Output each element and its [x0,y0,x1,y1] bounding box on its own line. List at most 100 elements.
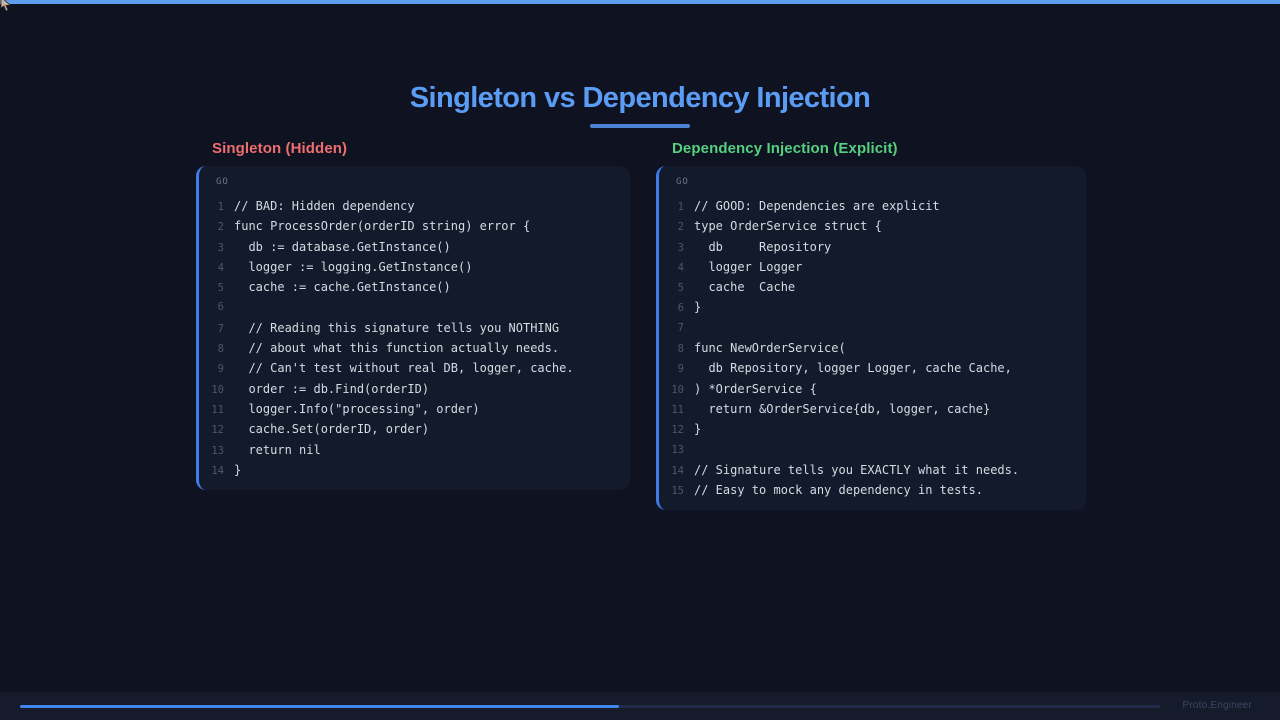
code-text: } [234,462,242,477]
line-number: 13 [671,443,684,456]
code-line: 11 logger.Info("processing", order) [199,399,618,419]
progress-bar[interactable] [20,705,1160,708]
line-number: 13 [211,444,224,457]
code-line: 15 // Easy to mock any dependency in test… [659,480,1074,500]
top-accent-bar [0,0,1280,4]
code-text: db Repository [694,239,832,254]
code-text: cache := cache.GetInstance() [234,280,451,295]
code-text: return nil [234,442,321,457]
code-line: 5 cache := cache.GetInstance() [199,277,618,297]
line-number: 1 [217,201,224,213]
line-number: 8 [677,343,684,356]
code-text: type OrderService struct { [694,219,882,234]
code-line: 7 // Reading this signature tells you NO… [199,318,618,338]
line-number: 10 [671,383,684,396]
code-text: func ProcessOrder(orderID string) error … [234,219,531,234]
line-number: 7 [677,321,684,334]
code-text: db := database.GetInstance() [234,239,451,254]
code-line: 5 cache Cache [659,277,1074,297]
code-line: 2 type OrderService struct { [659,216,1074,236]
code-text: func NewOrderService( [694,341,846,356]
code-text: } [694,422,702,437]
code-line: 11 return &OrderService{db, logger, cach… [659,399,1074,419]
title-underline [590,124,690,128]
code-text: logger.Info("processing", order) [234,401,480,416]
line-number: 5 [677,282,684,295]
header: Singleton vs Dependency Injection [0,82,1280,128]
code-line: 3 db := database.GetInstance() [199,237,618,257]
code-line: 10 order := db.Find(orderID) [199,379,618,399]
code-text: // GOOD: Dependencies are explicit [694,199,940,213]
code-block: GO 1 // GOOD: Dependencies are explicit 2 t… [656,166,1086,511]
code-text: db Repository, logger Logger, cache Cach… [694,361,1012,376]
code-text: cache Cache [694,280,796,295]
code-line: 12 cache.Set(orderID, order) [199,419,618,439]
code-line: 3 db Repository [659,237,1074,257]
progress-fill [20,705,619,708]
code-line: 9 // Can't test without real DB, logger,… [199,358,618,378]
footer-bar: Proto.Engineer [0,692,1280,720]
line-number: 6 [217,301,224,314]
code-text: // Reading this signature tells you NOTH… [234,320,560,335]
code-line: 6 [199,297,618,317]
code-line: 2 func ProcessOrder(orderID string) error… [199,216,618,236]
code-line: 10 ) *OrderService { [659,379,1074,399]
code-text: // Signature tells you EXACTLY what it n… [694,462,1020,477]
line-number: 5 [217,282,224,295]
code-text: order := db.Find(orderID) [234,381,430,396]
code-text: ) *OrderService { [694,381,817,396]
code-line: 8 func NewOrderService( [659,338,1074,358]
code-text: return &OrderService{db, logger, cache} [694,401,991,416]
code-line: 1 // BAD: Hidden dependency [199,196,618,216]
line-number: 6 [677,302,684,315]
line-number: 3 [677,241,684,254]
language-badge: GO [216,177,229,187]
code-line: 12} [659,419,1074,439]
line-number: 11 [211,403,224,416]
line-number: 14 [671,464,684,477]
code-line: 4 logger := logging.GetInstance() [199,257,618,277]
code-text: // about what this function actually nee… [234,341,560,356]
line-number: 14 [211,464,224,477]
code-line: 7 [659,318,1074,338]
code-text: // Can't test without real DB, logger, c… [234,361,574,376]
brand-watermark: Proto.Engineer [1182,700,1252,711]
code-line: 4 logger Logger [659,257,1074,277]
panel-label: Dependency Injection (Explicit) [672,140,898,157]
code-line: 1 // GOOD: Dependencies are explicit [659,196,1074,216]
page-title: Singleton vs Dependency Injection [409,82,871,114]
line-number: 2 [217,221,224,234]
line-number: 9 [677,363,684,376]
code-lines: 1 // BAD: Hidden dependency 2 func ProcessO… [199,196,618,480]
line-number: 3 [217,241,224,254]
code-line: 8 // about what this function actually n… [199,338,618,358]
code-line: 14 // Signature tells you EXACTLY what it… [659,460,1074,480]
code-text: cache.Set(orderID, order) [234,422,430,437]
line-number: 4 [217,261,224,274]
mouse-cursor-icon [0,0,11,12]
line-number: 10 [211,383,224,396]
line-number: 11 [671,403,684,416]
code-text: // Easy to mock any dependency in tests. [694,483,983,498]
code-line: 6} [659,297,1074,317]
line-number: 12 [211,424,224,437]
line-number: 8 [217,343,224,356]
line-number: 7 [217,322,224,335]
dependency-injection-panel: Dependency Injection (Explicit) GO 1 // G… [656,140,1086,511]
singleton-panel: Singleton (Hidden) GO 1 // BAD: Hidden de… [196,140,630,491]
line-number: 4 [677,261,684,274]
code-block: GO 1 // BAD: Hidden dependency 2 func Proce… [196,166,630,491]
code-text: logger Logger [694,259,803,274]
line-number: 1 [677,201,684,213]
line-number: 2 [677,221,684,234]
line-number: 12 [671,424,684,437]
code-text: } [694,300,702,315]
code-text: logger := logging.GetInstance() [234,259,473,274]
code-line: 13 return nil [199,440,618,460]
code-lines: 1 // GOOD: Dependencies are explicit 2 type… [659,196,1074,500]
panel-label: Singleton (Hidden) [212,140,348,157]
line-number: 9 [217,363,224,376]
code-text: // BAD: Hidden dependency [234,199,415,213]
language-badge: GO [676,177,689,187]
code-line: 13 [659,440,1074,460]
